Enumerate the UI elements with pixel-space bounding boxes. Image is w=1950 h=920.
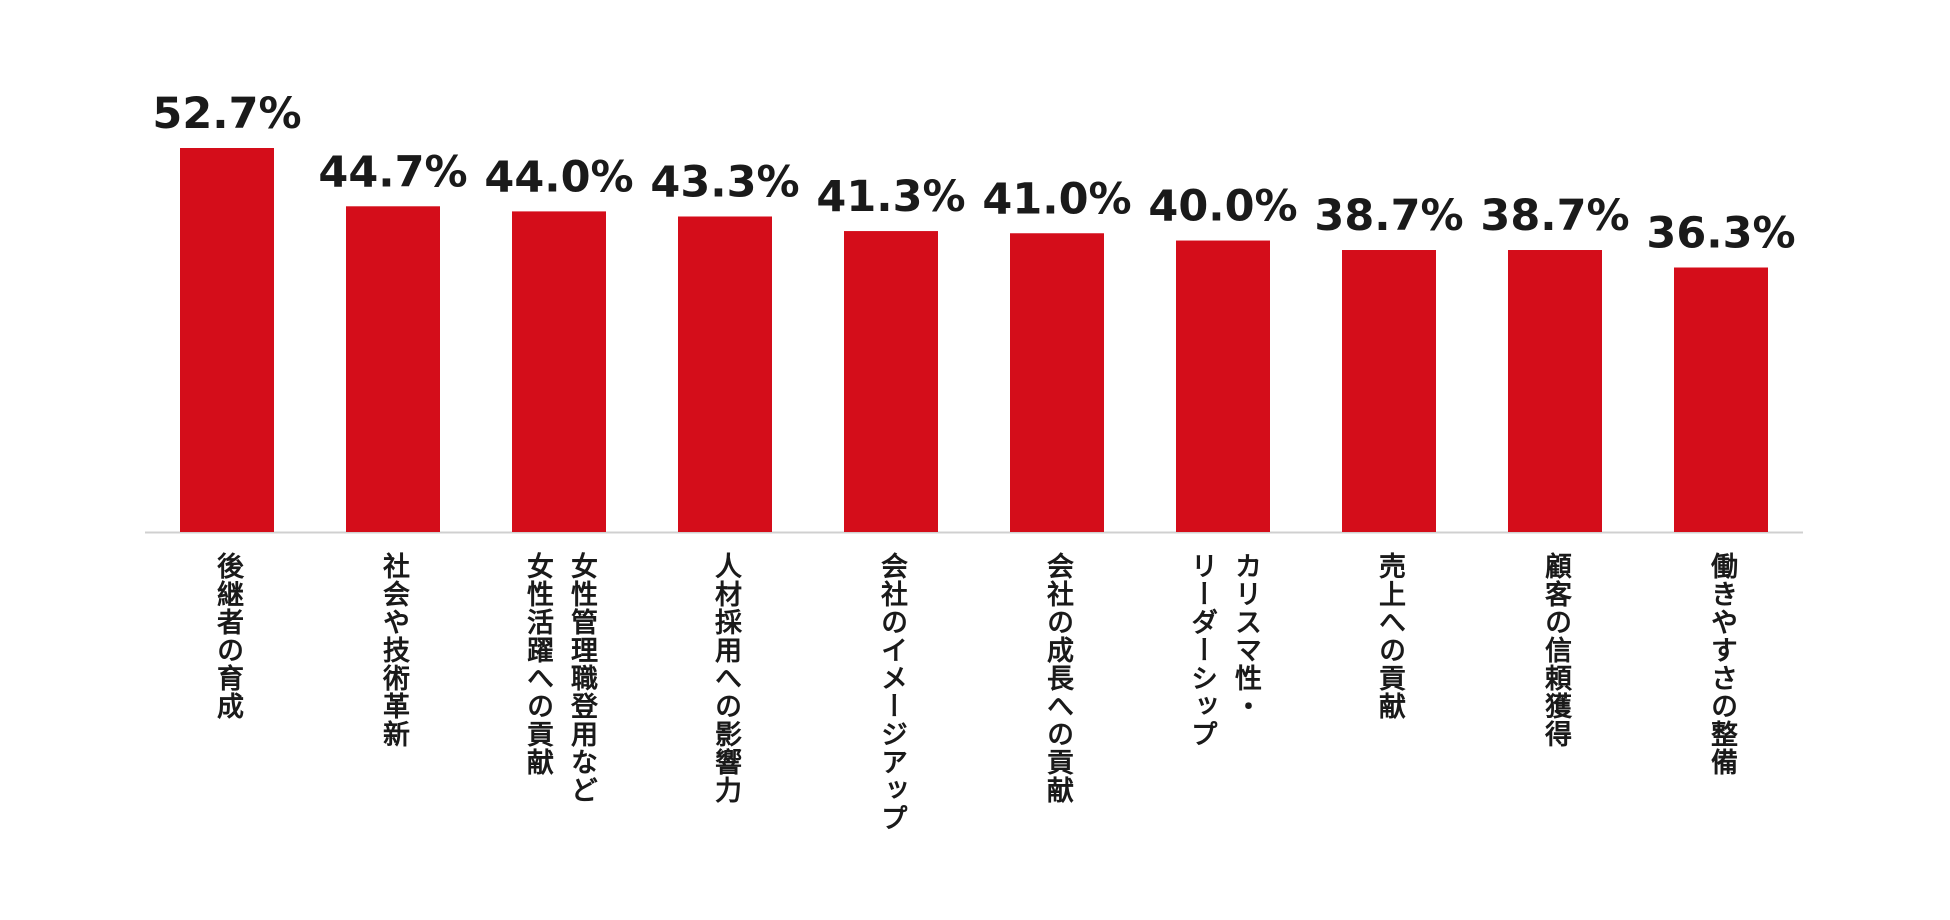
category-label-1: 後継者の育成 [212, 552, 243, 720]
value-label-10: 36.3% [1646, 208, 1795, 258]
category-label-3: 女性管理職登用など 女性活躍への貢献 [522, 552, 597, 804]
category-label-9: 顧客の信頼獲得 [1540, 552, 1571, 748]
category-label-10: 働きやすさの整備 [1706, 552, 1737, 776]
bar-4 [678, 216, 772, 533]
value-label-6: 41.0% [982, 174, 1131, 224]
value-label-7: 40.0% [1148, 182, 1297, 232]
value-label-2: 44.7% [318, 147, 467, 197]
category-label-4: 人材採用への影響力 [710, 552, 741, 804]
bar-8 [1342, 250, 1436, 532]
bar-9 [1508, 250, 1602, 532]
value-label-8: 38.7% [1314, 191, 1463, 241]
value-label-3: 44.0% [484, 152, 633, 202]
bar-3 [512, 211, 606, 532]
bar-1 [180, 148, 274, 532]
category-label-8: 売上への貢献 [1374, 552, 1405, 720]
value-label-9: 38.7% [1480, 191, 1629, 241]
bar-6 [1010, 233, 1104, 532]
bar-2 [346, 206, 440, 532]
bar-10 [1674, 267, 1768, 532]
value-label-4: 43.3% [650, 157, 799, 207]
bar-5 [844, 231, 938, 532]
category-label-2: 社会や技術革新 [378, 552, 409, 748]
value-label-5: 41.3% [816, 172, 965, 222]
category-label-5: 会社のイメージアップ [876, 552, 907, 832]
value-label-1: 52.7% [152, 89, 301, 139]
bar-7 [1176, 240, 1270, 533]
category-label-6: 会社の成長への貢献 [1042, 552, 1073, 804]
category-label-7: カリスマ性・ リーダーシップ [1186, 552, 1261, 748]
